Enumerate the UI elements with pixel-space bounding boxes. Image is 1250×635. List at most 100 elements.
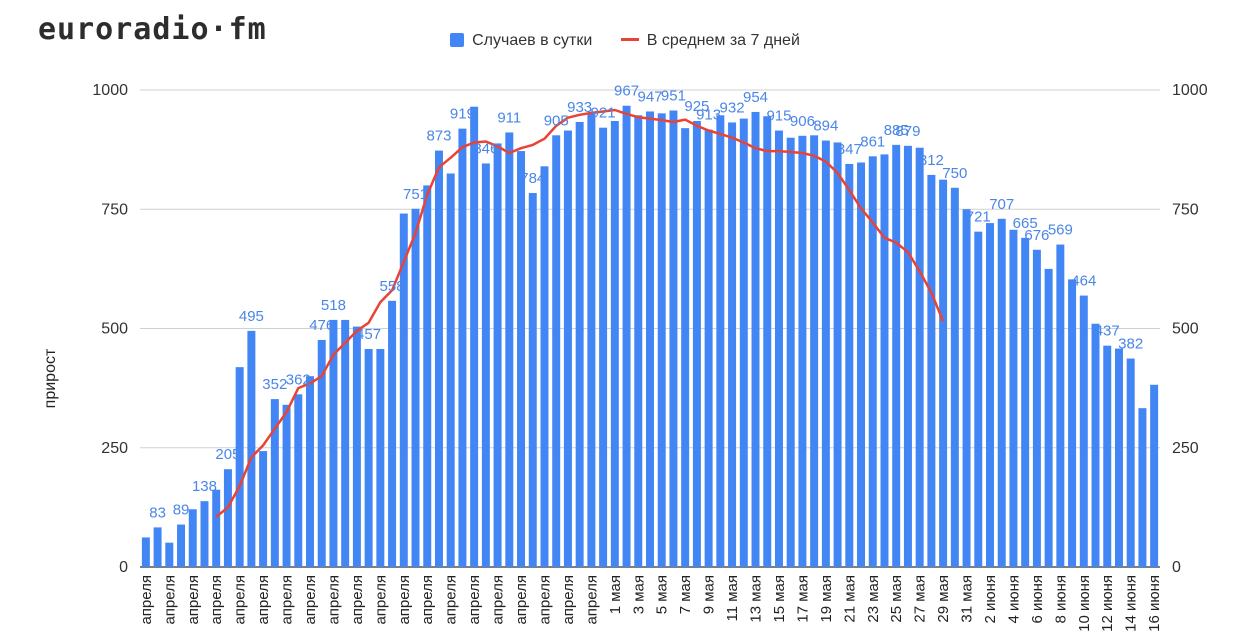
bar (1021, 237, 1030, 567)
data-label: 861 (860, 133, 885, 150)
bar (798, 135, 807, 568)
x-tick-label: апреля (419, 575, 436, 625)
legend-label-daily: Случаев в сутки (472, 32, 593, 49)
bar (751, 111, 760, 567)
data-label: 873 (426, 128, 451, 145)
x-tick-label: апреля (513, 575, 530, 625)
bar (1032, 249, 1041, 568)
data-label: 933 (567, 99, 592, 116)
y-axis-title: прирост (42, 348, 59, 408)
bar (939, 179, 948, 567)
bar (634, 115, 643, 567)
data-label: 885 (884, 122, 909, 139)
data-label: 879 (895, 123, 920, 140)
bar (517, 151, 526, 567)
bar (1103, 345, 1112, 567)
data-label: 558 (380, 278, 405, 295)
bar (810, 135, 819, 567)
bar (446, 173, 455, 567)
data-label: 569 (1048, 222, 1073, 239)
y-tick-label-right: 500 (1172, 321, 1199, 338)
bar (141, 537, 150, 567)
data-label: 476 (309, 317, 334, 334)
data-label: 362 (286, 371, 311, 388)
y-tick-label-left: 750 (101, 201, 128, 218)
x-tick-label: 1 мая (607, 575, 624, 614)
x-tick-label: 31 мая (959, 575, 976, 623)
bar (505, 132, 514, 567)
legend-item-average: В среднем за 7 дней (620, 32, 800, 50)
bar (821, 140, 830, 567)
bar (997, 218, 1006, 568)
bar (1150, 384, 1159, 567)
x-tick-label: 5 мая (654, 575, 671, 614)
x-tick-label: апреля (279, 575, 296, 625)
x-tick-label: апреля (466, 575, 483, 625)
bar (294, 394, 303, 567)
x-tick-label: 8 июня (1052, 575, 1069, 624)
data-label: 911 (497, 109, 521, 126)
y-tick-label-left: 1000 (92, 82, 128, 99)
data-label: 812 (919, 152, 944, 169)
data-label: 352 (262, 376, 287, 393)
data-label: 205 (215, 446, 240, 463)
bar (1056, 244, 1065, 567)
x-tick-label: апреля (349, 575, 366, 625)
x-tick-label: апреля (396, 575, 413, 625)
data-label: 83 (149, 504, 166, 521)
data-label: 518 (321, 297, 346, 314)
data-label: 138 (192, 478, 217, 495)
bar (1114, 348, 1123, 567)
y-tick-label-right: 0 (1172, 559, 1181, 576)
x-tick-label: апреля (443, 575, 460, 625)
bar (200, 501, 209, 567)
bar (434, 150, 443, 568)
data-label: 676 (1024, 227, 1049, 244)
y-tick-label-right: 750 (1172, 201, 1199, 218)
data-label: 457 (356, 326, 381, 343)
data-label: 906 (790, 113, 815, 130)
bar (774, 130, 783, 568)
x-tick-label: 2 июня (982, 575, 999, 624)
bar (458, 128, 467, 567)
x-tick-label: апреля (138, 575, 155, 625)
bar (352, 326, 361, 567)
bar (364, 349, 373, 567)
data-label: 665 (1013, 215, 1038, 232)
bar (692, 121, 701, 567)
bar (962, 209, 971, 567)
x-tick-label: 16 июня (1146, 575, 1163, 632)
bar (411, 208, 420, 567)
chart-legend: Случаев в сутки В среднем за 7 дней (0, 32, 1250, 50)
y-tick-label-right: 250 (1172, 440, 1199, 457)
bar (599, 127, 608, 568)
bar (739, 118, 748, 568)
y-tick-label-right: 1000 (1172, 82, 1208, 99)
bar (833, 142, 842, 567)
bar (1044, 268, 1053, 567)
bar (575, 121, 584, 568)
x-tick-label: апреля (536, 575, 553, 625)
average-line (215, 108, 945, 518)
data-label: 847 (837, 141, 862, 158)
x-tick-label: 13 мая (748, 575, 765, 623)
data-label: 464 (1071, 273, 1096, 290)
data-label: 382 (1118, 336, 1143, 353)
x-tick-label: апреля (583, 575, 600, 625)
bar (716, 115, 725, 567)
bar (188, 509, 197, 567)
bar (317, 339, 326, 567)
y-tick-label-left: 250 (101, 440, 128, 457)
bar (563, 130, 572, 568)
euroradio-logo: euroradio·fm (38, 12, 267, 47)
data-label: 721 (966, 209, 991, 226)
data-label: 894 (813, 118, 838, 135)
x-tick-label: 17 мая (794, 575, 811, 623)
bar (212, 489, 221, 567)
legend-line-swatch-icon (620, 38, 639, 41)
x-tick-label: 11 мая (724, 575, 741, 622)
bar (270, 399, 279, 567)
bar (540, 166, 549, 567)
x-tick-label: 6 июня (1029, 575, 1046, 624)
